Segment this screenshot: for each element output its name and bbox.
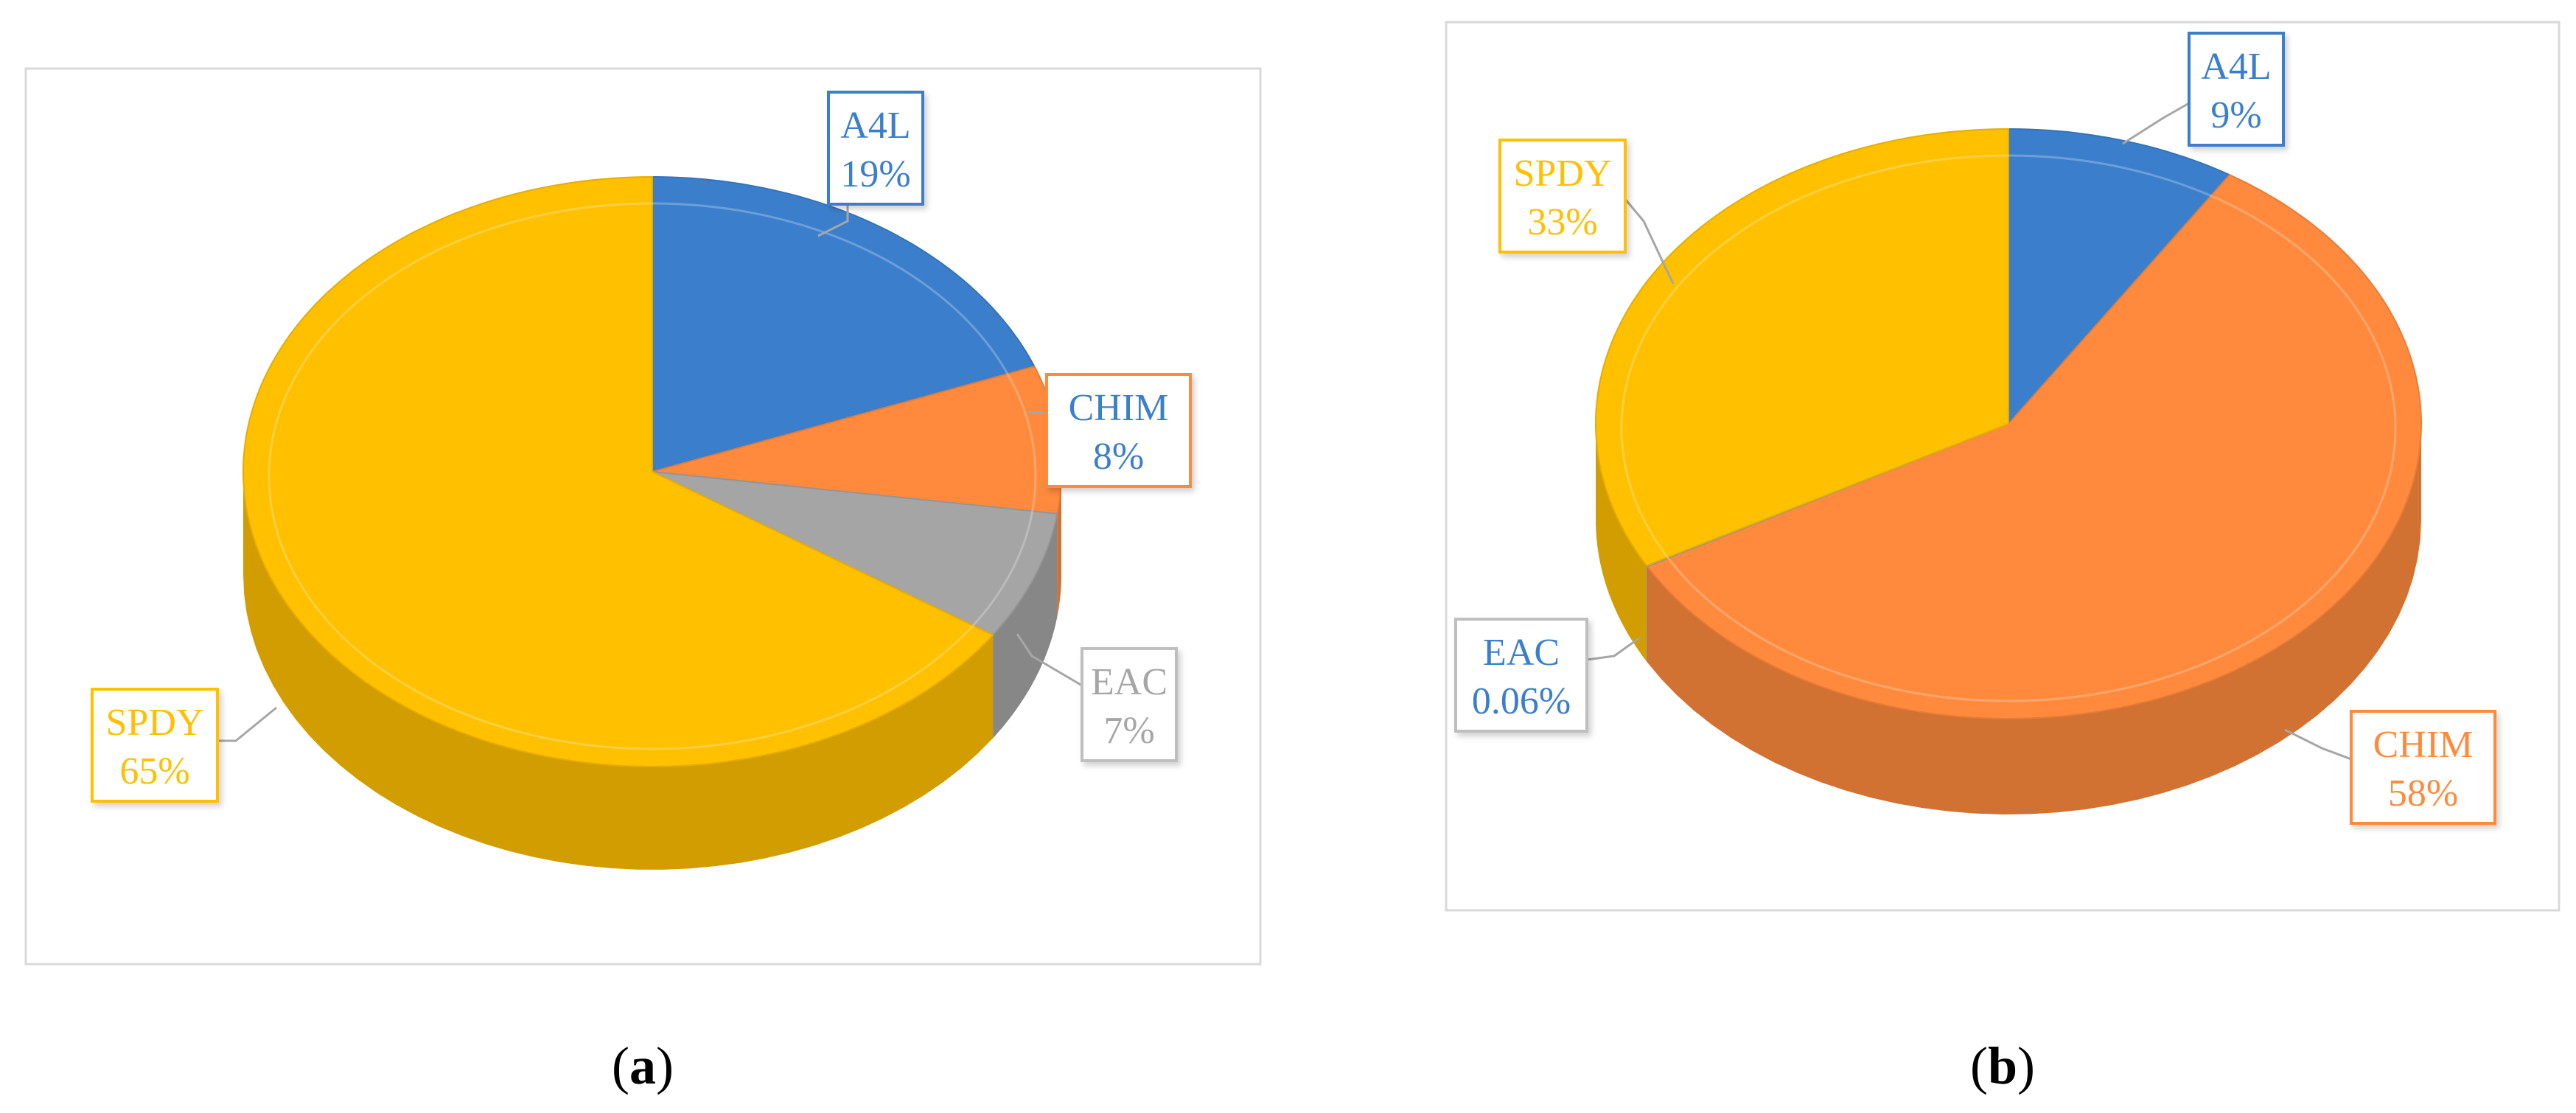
pie-b-slice-chim [1646,173,2423,720]
pie-a-slice-spdy [242,175,994,767]
leader-line-a-spdy [217,706,277,742]
data-label-b-eac: EAC 0.06% [1454,618,1641,733]
pie-a-rim-highlight [268,202,1037,750]
panel-caption-b: (b) [1970,1036,2035,1095]
leader-line-b-eac [1586,636,1641,661]
panel-caption-a: (a) [612,1036,674,1095]
data-label-b-spdy: SPDY 33% [1498,139,1675,285]
percent-label-a-spdy: 65% [119,750,189,792]
label-box-b-a4l [2188,32,2285,147]
data-label-b-chim: CHIM 58% [2284,710,2496,825]
category-label-b-spdy: SPDY [1514,153,1612,195]
percent-label-b-chim: 58% [2388,772,2458,814]
label-box-b-chim [2350,710,2496,825]
pie-b-slices [1594,128,2423,814]
category-label-b-chim: CHIM [2373,724,2474,766]
data-label-a-chim: CHIM 8% [1028,373,1192,488]
percent-label-b-a4l: 9% [2210,94,2261,136]
label-box-a-eac [1081,647,1178,762]
leader-line-b-a4l [2122,102,2190,145]
category-label-b-a4l: A4L [2201,46,2271,88]
category-label-a-spdy: SPDY [106,702,204,744]
data-label-a-eac: EAC 7% [1016,633,1178,762]
label-box-b-spdy [1498,139,1627,254]
leader-line-a-eac [1016,633,1083,687]
panel-caption-a-letter: a [629,1036,656,1095]
pie-a-side-eac [993,513,1058,739]
percent-label-b-spdy: 33% [1527,201,1597,243]
pie-b-side-spdy [1596,424,1647,662]
category-label-a-chim: CHIM [1069,387,1169,429]
pie-b-slice-spdy [1594,128,2009,567]
pie-a-side-spdy [243,472,994,870]
category-label-a-a4l: A4L [840,105,910,147]
pie-b-rim-highlight [1620,154,2397,702]
pie-a-slice-a4l [652,175,1036,473]
percent-label-a-eac: 7% [1103,710,1154,752]
leader-line-b-spdy [1624,198,1675,285]
leader-line-b-chim [2284,728,2352,761]
pie-b-side-chim [1647,424,2421,814]
pie-a-slices [242,175,1063,870]
percent-label-a-a4l: 19% [840,153,910,195]
percent-label-a-chim: 8% [1093,436,1144,478]
label-box-a-spdy [91,688,219,803]
pie-b-slice-a4l [2008,128,2231,426]
pie-a-slice-eac [652,471,1058,636]
label-box-b-eac [1454,618,1588,733]
panel-caption-b-letter: b [1988,1036,2017,1095]
label-box-a-chim [1045,373,1192,488]
category-label-b-eac: EAC [1483,632,1560,674]
leader-line-a-a4l [817,204,849,237]
percent-label-b-eac: 0.06% [1472,680,1571,722]
data-label-a-spdy: SPDY 65% [91,688,277,803]
label-box-a-a4l [827,91,924,206]
category-label-a-eac: EAC [1091,661,1167,703]
